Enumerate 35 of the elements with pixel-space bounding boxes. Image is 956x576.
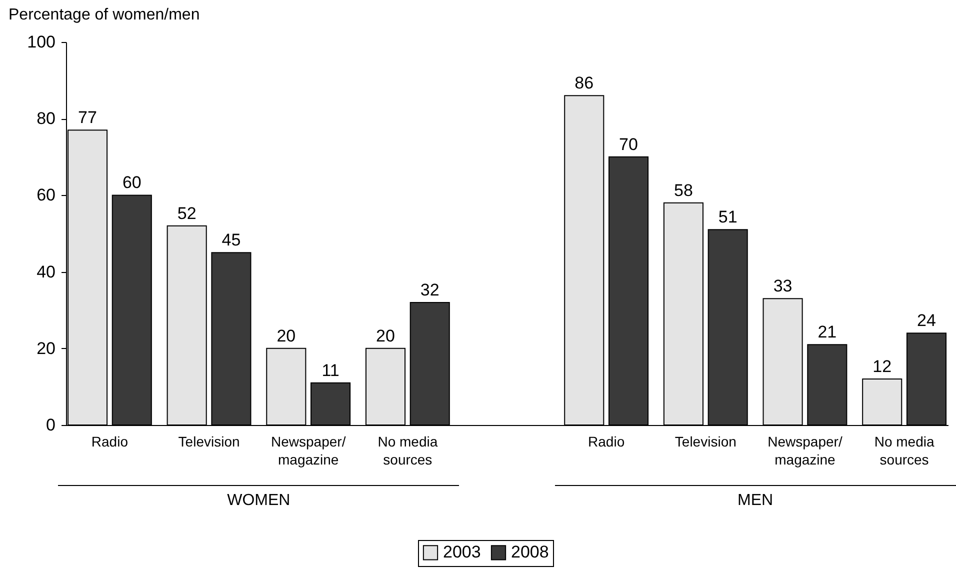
legend-label: 2008 xyxy=(511,542,549,562)
x-tick-label: Television xyxy=(674,434,736,450)
y-tick-label: 80 xyxy=(36,109,56,128)
x-tick-label: Television xyxy=(178,434,240,450)
data-label: 20 xyxy=(376,326,395,346)
data-label: 77 xyxy=(78,108,97,128)
x-tick-label: No media sources xyxy=(378,434,438,468)
text: MEN xyxy=(554,485,956,510)
data-label: 52 xyxy=(177,204,196,223)
data-label: 12 xyxy=(872,357,892,376)
data-label: 70 xyxy=(619,134,638,154)
y-tick-label: 60 xyxy=(36,186,56,205)
x-tick-label: Newspaper/ magazine xyxy=(768,434,842,468)
data-label: 33 xyxy=(773,276,792,296)
legend-label: 2003 xyxy=(443,542,481,562)
y-tick-label: 100 xyxy=(27,32,56,52)
x-tick-label: Newspaper/ magazine xyxy=(271,434,346,468)
data-label: 86 xyxy=(574,74,594,93)
data-label: 11 xyxy=(322,360,340,380)
x-tick-label: Radio xyxy=(91,434,128,450)
data-label: 32 xyxy=(420,280,440,300)
x-tick-label: Radio xyxy=(588,434,625,450)
data-label: 51 xyxy=(718,208,738,227)
data-label: 60 xyxy=(122,173,142,192)
data-label: 45 xyxy=(222,230,241,250)
x-tick-label: No media sources xyxy=(874,434,934,468)
data-label: 21 xyxy=(818,322,837,342)
text: WOMEN xyxy=(58,485,460,510)
data-label: 20 xyxy=(276,326,296,346)
y-tick-label: 20 xyxy=(36,338,56,358)
data-label: 24 xyxy=(917,311,936,330)
y-axis-title: Percentage of women/men xyxy=(8,6,200,24)
y-tick-label: 0 xyxy=(46,416,56,434)
data-label: 58 xyxy=(674,180,693,200)
y-tick-label: 40 xyxy=(36,262,56,282)
